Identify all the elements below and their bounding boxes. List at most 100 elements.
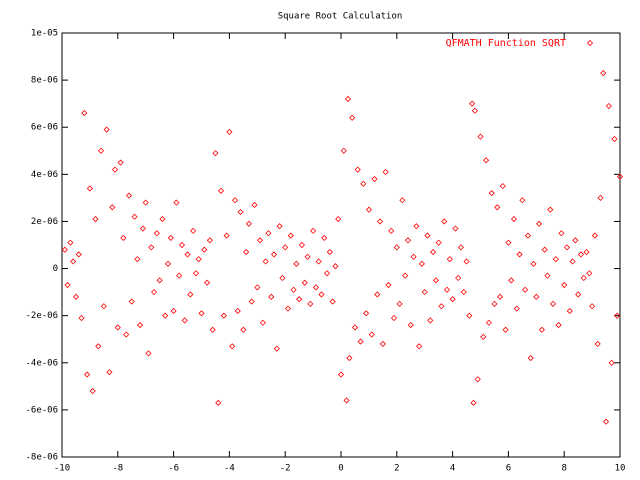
point xyxy=(120,234,127,241)
point xyxy=(145,350,152,357)
point xyxy=(365,206,372,213)
point xyxy=(602,418,610,425)
point xyxy=(516,251,523,258)
point xyxy=(441,218,448,225)
point xyxy=(477,133,484,140)
point xyxy=(187,291,194,298)
x-tick-label: -2 xyxy=(280,464,291,474)
point xyxy=(296,296,303,303)
point xyxy=(259,319,266,326)
point xyxy=(563,244,571,251)
point xyxy=(376,218,384,225)
point xyxy=(97,147,105,154)
point xyxy=(231,197,239,204)
point xyxy=(443,286,451,293)
point xyxy=(139,225,146,232)
point xyxy=(575,291,582,298)
point xyxy=(608,359,615,366)
point xyxy=(142,199,149,206)
point xyxy=(349,114,356,121)
point xyxy=(173,199,180,206)
point xyxy=(304,253,311,260)
point xyxy=(499,183,506,190)
point xyxy=(357,338,364,345)
point xyxy=(109,204,116,211)
point xyxy=(513,305,520,312)
point xyxy=(159,216,166,223)
point xyxy=(298,241,306,249)
point xyxy=(466,312,473,319)
point xyxy=(404,237,412,244)
point xyxy=(427,317,434,324)
point xyxy=(81,110,88,117)
point xyxy=(460,289,467,296)
point xyxy=(284,305,292,312)
point xyxy=(363,310,370,317)
chart-title: Square Root Calculation xyxy=(278,12,403,22)
point xyxy=(111,166,119,173)
point xyxy=(344,95,352,103)
point xyxy=(421,289,428,296)
point xyxy=(390,314,398,322)
point xyxy=(262,258,269,265)
point xyxy=(273,345,280,352)
point xyxy=(519,197,526,204)
point xyxy=(335,216,342,223)
point xyxy=(483,157,490,164)
point xyxy=(312,284,319,291)
point xyxy=(508,277,515,284)
point xyxy=(290,286,297,293)
point xyxy=(181,317,188,324)
x-tick-label: 8 xyxy=(561,464,566,474)
point xyxy=(527,355,534,362)
point xyxy=(594,340,601,347)
point xyxy=(360,180,367,187)
point xyxy=(502,326,509,333)
point xyxy=(474,376,481,383)
point xyxy=(206,237,213,244)
point xyxy=(100,303,107,310)
point xyxy=(600,69,607,77)
point xyxy=(533,293,540,300)
point xyxy=(418,260,425,267)
point xyxy=(226,128,233,135)
point xyxy=(276,223,283,230)
point xyxy=(123,331,130,338)
point xyxy=(541,246,548,253)
y-tick-label: 2e-06 xyxy=(31,217,58,227)
x-tick-label: -8 xyxy=(112,464,123,474)
point xyxy=(75,251,82,258)
point xyxy=(471,107,478,114)
y-tick-label: 4e-06 xyxy=(31,170,58,180)
point xyxy=(572,237,579,244)
point xyxy=(248,298,255,305)
point xyxy=(178,241,186,249)
y-tick-label: -6e-06 xyxy=(25,405,58,415)
point xyxy=(162,312,169,319)
point xyxy=(201,246,208,253)
point xyxy=(198,310,205,317)
point xyxy=(301,279,308,286)
x-tick-label: -10 xyxy=(54,464,70,474)
point xyxy=(117,159,124,166)
point xyxy=(510,216,518,223)
point xyxy=(215,399,222,406)
point xyxy=(190,227,197,234)
point xyxy=(293,260,300,267)
point xyxy=(176,272,183,279)
y-tick-label: -2e-06 xyxy=(25,311,58,321)
point xyxy=(586,270,593,277)
point xyxy=(89,387,96,395)
point xyxy=(229,343,236,350)
point xyxy=(243,249,250,256)
point xyxy=(279,274,286,282)
point xyxy=(237,208,244,216)
point xyxy=(72,293,80,300)
point xyxy=(452,225,459,232)
point xyxy=(457,244,465,251)
point xyxy=(385,281,392,289)
point xyxy=(491,300,498,307)
